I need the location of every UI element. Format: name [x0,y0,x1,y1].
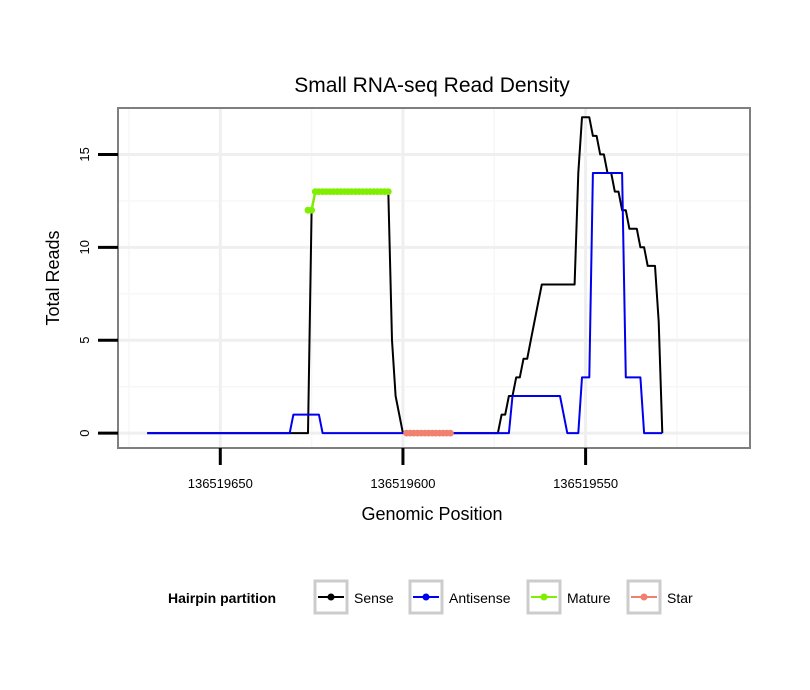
legend-entry-sense: Sense [313,579,394,615]
y-tick-label: 0 [77,429,92,436]
legend-label: Sense [354,590,394,606]
plot-panel: 136519650 136519600 136519550 0 5 10 15 [77,107,751,491]
data-point-star [447,429,454,437]
legend-key-marker [327,593,335,601]
legend-label: Mature [567,590,611,606]
x-axis-label: Genomic Position [361,504,502,524]
y-tick-label: 15 [77,147,92,161]
y-tick-label: 10 [77,240,92,254]
legend-key-marker [540,593,548,601]
legend-label: Star [667,590,693,606]
x-tick-label: 136519550 [553,476,618,491]
legend: Hairpin partition Sense Antisense Mature St… [168,579,693,615]
panel-border [117,107,751,449]
series-line-antisense [147,172,663,435]
data-point-mature [308,206,315,214]
data-point-mature [384,188,392,196]
y-tick-label: 5 [77,337,92,344]
chart-title: Small RNA-seq Read Density [294,74,570,97]
legend-key-marker [422,593,430,601]
y-axis-label: Total Reads [43,230,63,325]
x-tick-label: 136519650 [188,476,253,491]
panel-background [118,108,750,448]
legend-key-marker [640,593,648,601]
legend-entry-mature: Mature [526,579,611,615]
legend-label: Antisense [449,590,511,606]
legend-entry-antisense: Antisense [408,579,511,615]
legend-entry-star: Star [626,579,693,615]
x-tick-label: 136519600 [370,476,435,491]
legend-title: Hairpin partition [168,590,276,606]
